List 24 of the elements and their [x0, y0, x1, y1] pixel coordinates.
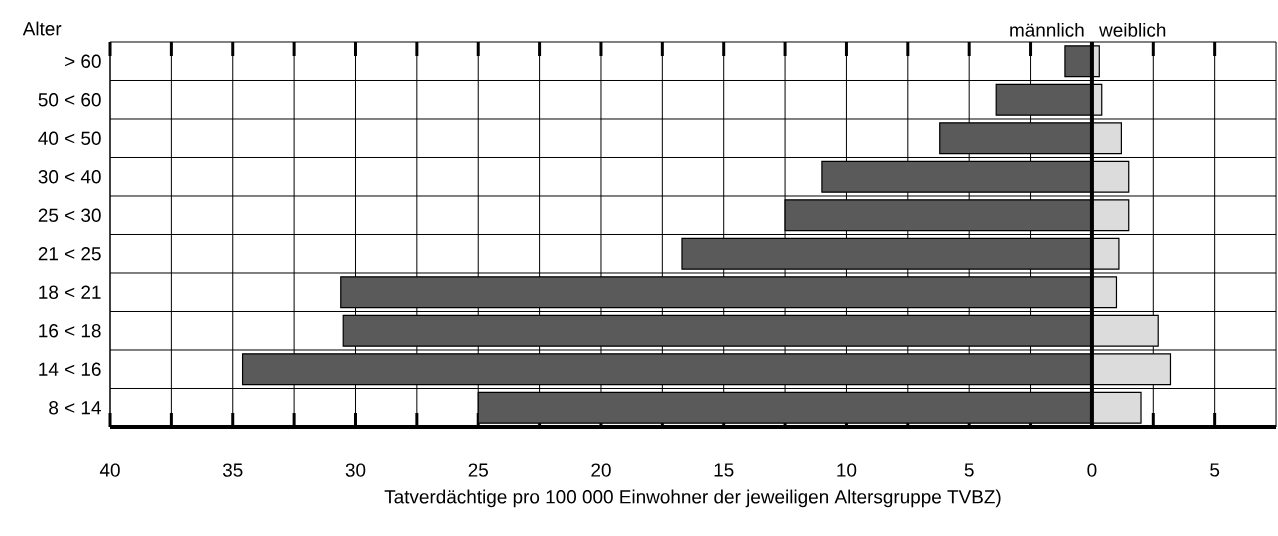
y-tick-label: 50 < 60 [38, 93, 101, 107]
y-tick-label: 16 < 18 [39, 324, 101, 338]
y-tick-label: 14 < 16 [39, 362, 101, 376]
x-tick-label: 15 [714, 463, 734, 477]
x-axis-title: Tatverdächtige pro 100 000 Einwohner der jeweiligen Altersgruppe TVBZ) [384, 489, 1001, 508]
y-tick-label: 21 < 25 [38, 247, 101, 261]
x-tick-label: 30 [345, 463, 366, 477]
x-tick-label: 20 [591, 463, 611, 477]
x-tick-label: 5 [1210, 463, 1220, 477]
x-tick-label: 5 [964, 463, 974, 477]
y-tick-label: 25 < 30 [38, 208, 101, 222]
y-axis-title: Alter [22, 21, 62, 36]
x-tick-label: 40 [99, 463, 120, 477]
x-tick-label: 0 [1087, 463, 1097, 477]
y-tick-label: 18 < 21 [39, 285, 101, 299]
series-label: weiblich [1099, 22, 1166, 37]
x-tick-label: 35 [222, 463, 243, 477]
x-tick-label: 25 [468, 463, 488, 477]
series-label: männlich [1010, 22, 1084, 37]
y-tick-label: 8 < 14 [49, 401, 101, 415]
x-tick-label: 10 [837, 463, 857, 477]
y-tick-label: 40 < 50 [38, 131, 101, 145]
y-tick-label: 30 < 40 [38, 170, 101, 184]
y-tick-label: > 60 [65, 54, 101, 68]
